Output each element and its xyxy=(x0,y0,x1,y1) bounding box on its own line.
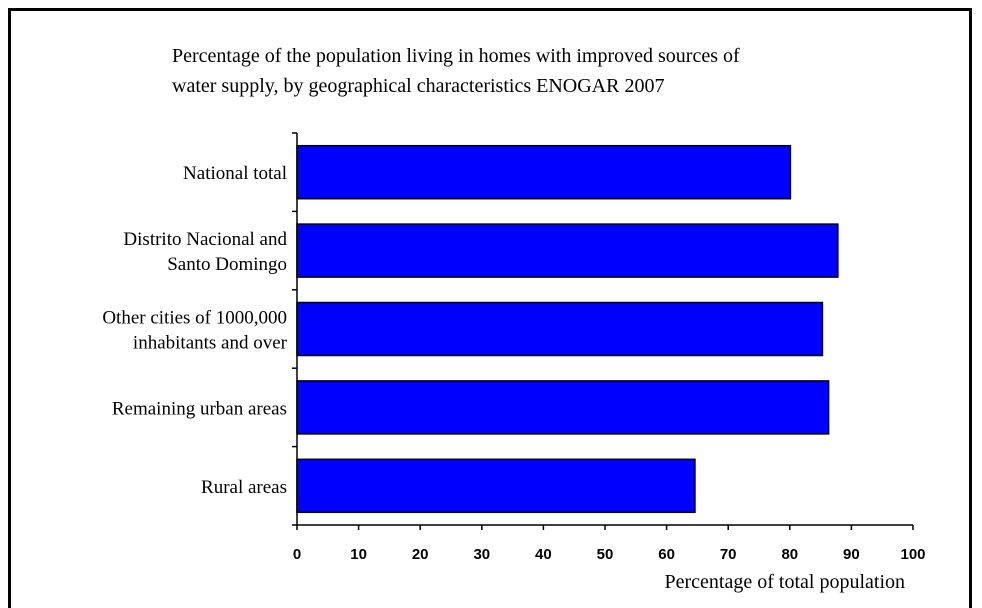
bar xyxy=(296,458,696,514)
x-tick-labels: 0 10 20 30 40 50 60 70 80 90 100 xyxy=(293,546,926,563)
x-tick-label: 50 xyxy=(597,546,614,563)
category-label: Remaining urban areas xyxy=(112,398,287,419)
chart-title: Percentage of the population living in h… xyxy=(172,45,740,97)
category-label: Santo Domingo xyxy=(167,254,287,275)
x-tick-label: 100 xyxy=(900,546,925,563)
axes xyxy=(292,132,914,530)
x-axis-label-group: Percentage of total population xyxy=(665,571,905,593)
category-labels: National total Distrito Nacional and Santo… xyxy=(102,163,287,498)
x-tick-label: 20 xyxy=(412,546,429,563)
category-label: Other cities of 1000,000 xyxy=(102,308,287,329)
x-tick-label: 90 xyxy=(843,546,860,563)
category-label: inhabitants and over xyxy=(133,333,288,354)
category-label: Distrito Nacional and xyxy=(123,229,287,250)
bar xyxy=(296,380,830,435)
x-tick-label: 70 xyxy=(720,546,737,563)
category-label: National total xyxy=(183,163,287,184)
bar xyxy=(296,223,839,278)
x-tick-label: 30 xyxy=(473,546,490,563)
bar xyxy=(296,301,824,357)
x-tick-label: 10 xyxy=(350,546,367,563)
x-tick-label: 80 xyxy=(781,546,798,563)
x-tick-label: 0 xyxy=(293,546,301,563)
x-tick-label: 60 xyxy=(658,546,675,563)
x-tick-label: 40 xyxy=(535,546,552,563)
bars xyxy=(296,144,839,514)
chart-title-line: Percentage of the population living in h… xyxy=(172,45,740,67)
x-axis-label: Percentage of total population xyxy=(665,571,905,593)
bar xyxy=(296,144,792,200)
category-label: Rural areas xyxy=(201,477,287,498)
chart-title-line: water supply, by geographical characteri… xyxy=(172,75,664,97)
